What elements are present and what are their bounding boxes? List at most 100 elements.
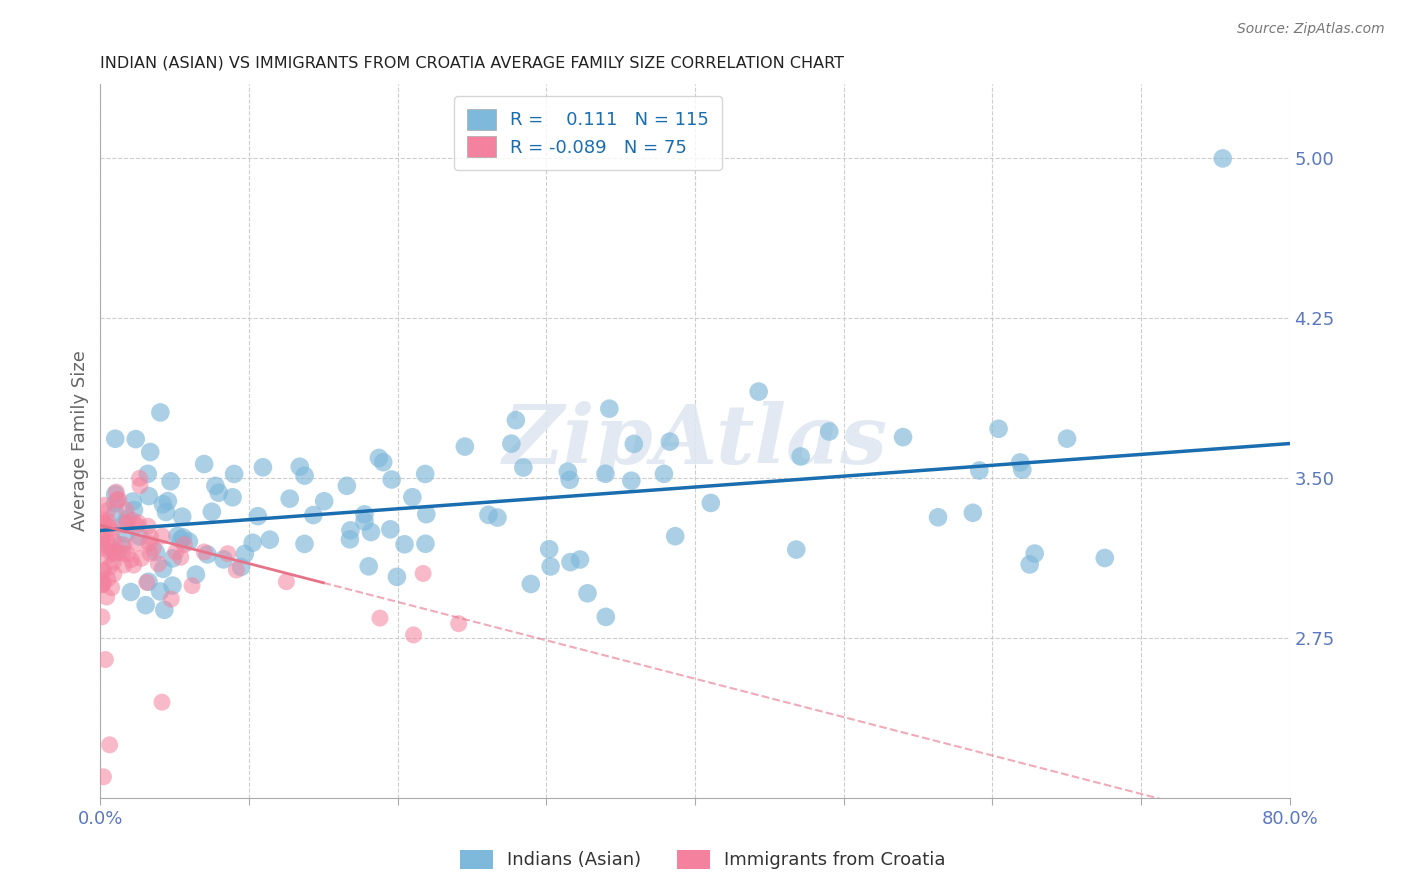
Point [576,586,599,600]
Point [302,508,325,522]
Point [91,563,114,577]
Point [122,494,145,508]
Point [380,522,402,536]
Point [96,514,118,528]
Point [595,467,617,481]
Point [217,547,239,561]
Point [162,551,184,566]
Point [135,575,157,590]
Point [652,467,675,481]
Point [785,542,807,557]
Point [155,505,177,519]
Point [148,557,170,571]
Point [93,516,115,531]
Point [620,474,643,488]
Point [314,494,336,508]
Point [94,652,117,666]
Point [104,487,127,501]
Point [224,467,246,481]
Point [160,592,183,607]
Point [138,536,160,550]
Point [114,526,136,541]
Point [353,515,375,529]
Point [540,559,562,574]
Point [259,533,281,547]
Point [115,516,138,530]
Point [156,494,179,508]
Point [91,538,114,552]
Point [138,574,160,589]
Point [127,516,149,530]
Point [1010,455,1032,469]
Point [165,545,187,559]
Point [294,468,316,483]
Point [1212,152,1234,166]
Point [181,579,204,593]
Point [105,492,128,507]
Point [101,545,124,559]
Point [557,465,579,479]
Point [560,555,582,569]
Legend: Indians (Asian), Immigrants from Croatia: Indians (Asian), Immigrants from Croatia [451,841,955,879]
Point [128,471,150,485]
Point [1011,463,1033,477]
Point [105,485,128,500]
Point [104,507,127,521]
Point [368,611,391,625]
Point [91,516,114,530]
Point [114,518,136,533]
Point [159,475,181,489]
Point [128,529,150,543]
Point [201,505,224,519]
Point [90,535,112,549]
Point [197,548,219,562]
Point [184,567,207,582]
Point [166,529,188,543]
Point [172,509,194,524]
Point [149,405,172,419]
Point [212,552,235,566]
Point [139,445,162,459]
Point [129,479,152,493]
Point [112,558,135,573]
Point [170,533,193,547]
Point [367,450,389,465]
Point [927,510,949,524]
Point [569,552,592,566]
Point [100,546,122,560]
Point [204,479,226,493]
Point [93,498,115,512]
Point [115,503,138,517]
Point [122,558,145,572]
Point [252,460,274,475]
Point [373,455,395,469]
Point [173,538,195,552]
Text: Source: ZipAtlas.com: Source: ZipAtlas.com [1237,22,1385,37]
Point [246,509,269,524]
Point [415,537,437,551]
Point [789,450,811,464]
Point [221,491,243,505]
Point [97,518,120,533]
Point [104,545,127,559]
Point [394,537,416,551]
Point [357,559,380,574]
Point [233,547,256,561]
Point [381,473,404,487]
Point [93,770,115,784]
Point [447,616,470,631]
Point [90,513,112,527]
Point [125,518,148,533]
Point [477,508,499,522]
Point [336,479,359,493]
Point [96,590,118,604]
Point [278,491,301,506]
Y-axis label: Average Family Size: Average Family Size [72,351,89,532]
Point [136,519,159,533]
Point [152,562,174,576]
Point [962,506,984,520]
Point [193,457,215,471]
Point [969,463,991,477]
Point [1018,558,1040,572]
Point [177,534,200,549]
